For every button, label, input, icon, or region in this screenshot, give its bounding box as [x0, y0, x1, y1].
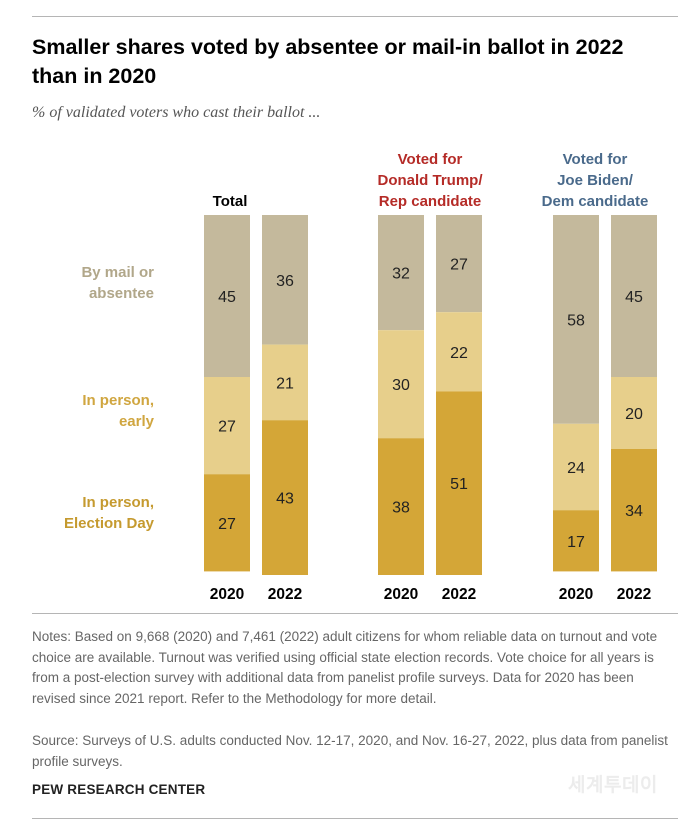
- data-label-trump-2020-seg-0: 32: [392, 266, 410, 283]
- bar-biden-2022-seg-0: [611, 215, 657, 377]
- tick-label-biden-2020: 2020: [559, 586, 593, 603]
- row-label-election-day: In person, Election Day: [63, 494, 154, 532]
- data-label-total-2020-seg-0: 45: [218, 289, 236, 306]
- row-label-mail: By mail or absentee: [81, 264, 154, 302]
- bar-trump-2022-seg-1: [436, 312, 482, 392]
- chart-notes: Notes: Based on 9,668 (2020) and 7,461 (…: [32, 629, 658, 706]
- data-label-biden-2022-seg-0: 45: [625, 289, 643, 306]
- bar-total-2020-seg-0: [204, 215, 250, 377]
- bottom-rule: [32, 818, 678, 819]
- data-label-trump-2020-seg-1: 30: [392, 377, 410, 394]
- bar-biden-2020-seg-0: [553, 215, 599, 424]
- tick-label-biden-2022: 2022: [617, 586, 651, 603]
- notes-rule: [32, 613, 678, 614]
- group-title-biden: Voted for Joe Biden/ Dem candidate: [541, 151, 649, 210]
- tick-label-trump-2020: 2020: [384, 586, 418, 603]
- data-label-trump-2020-seg-2: 38: [392, 500, 410, 517]
- watermark: 세계투데이: [568, 775, 658, 796]
- top-rule: [32, 16, 678, 17]
- data-label-biden-2022-seg-2: 34: [625, 503, 643, 520]
- bar-biden-2020-seg-1: [553, 423, 599, 511]
- group-title-total: Total: [212, 193, 248, 210]
- data-label-trump-2022-seg-1: 22: [450, 345, 468, 362]
- bar-biden-2022-seg-2: [611, 449, 657, 572]
- data-label-biden-2022-seg-1: 20: [625, 406, 643, 423]
- data-label-total-2022-seg-1: 21: [276, 375, 294, 392]
- data-label-total-2022-seg-0: 36: [276, 273, 294, 290]
- tick-label-total-2022: 2022: [268, 586, 302, 603]
- bar-trump-2022-seg-0: [436, 215, 482, 313]
- bar-biden-2022-seg-1: [611, 377, 657, 449]
- data-label-total-2020-seg-2: 27: [218, 516, 236, 533]
- bar-total-2022-seg-2: [262, 420, 308, 575]
- data-label-biden-2020-seg-1: 24: [567, 460, 585, 477]
- tick-label-total-2020: 2020: [210, 586, 244, 603]
- bar-trump-2020-seg-2: [378, 438, 424, 575]
- chart-title: Smaller shares voted by absentee or mail…: [32, 35, 624, 88]
- bar-total-2022-seg-0: [262, 215, 308, 345]
- bar-total-2020-seg-2: [204, 474, 250, 572]
- organization-logo-text: PEW RESEARCH CENTER: [32, 782, 206, 797]
- stacked-bar-chart: 45 27 27 2020 36 21 43 2022 32 30 38 2020 27 22 51 2022…: [204, 215, 657, 603]
- data-label-trump-2022-seg-0: 27: [450, 257, 468, 274]
- data-label-total-2020-seg-1: 27: [218, 419, 236, 436]
- bar-trump-2022-seg-2: [436, 391, 482, 575]
- data-label-total-2022-seg-2: 43: [276, 491, 294, 508]
- bar-total-2022-seg-1: [262, 344, 308, 421]
- bar-biden-2020-seg-2: [553, 510, 599, 572]
- bar-trump-2020-seg-0: [378, 215, 424, 331]
- bar-trump-2020-seg-1: [378, 330, 424, 439]
- row-label-early: In person, early: [82, 392, 154, 430]
- data-label-trump-2022-seg-2: 51: [450, 476, 468, 493]
- tick-label-trump-2022: 2022: [442, 586, 476, 603]
- chart-source: Source: Surveys of U.S. adults conducted…: [32, 733, 668, 769]
- chart-subtitle: % of validated voters who cast their bal…: [32, 104, 321, 121]
- data-label-biden-2020-seg-0: 58: [567, 312, 585, 329]
- bar-total-2020-seg-1: [204, 377, 250, 475]
- data-label-biden-2020-seg-2: 17: [567, 534, 585, 551]
- group-title-trump: Voted for Donald Trump/ Rep candidate: [377, 151, 483, 210]
